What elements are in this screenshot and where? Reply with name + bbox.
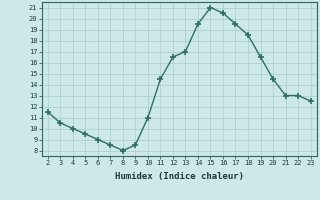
X-axis label: Humidex (Indice chaleur): Humidex (Indice chaleur) xyxy=(115,172,244,181)
